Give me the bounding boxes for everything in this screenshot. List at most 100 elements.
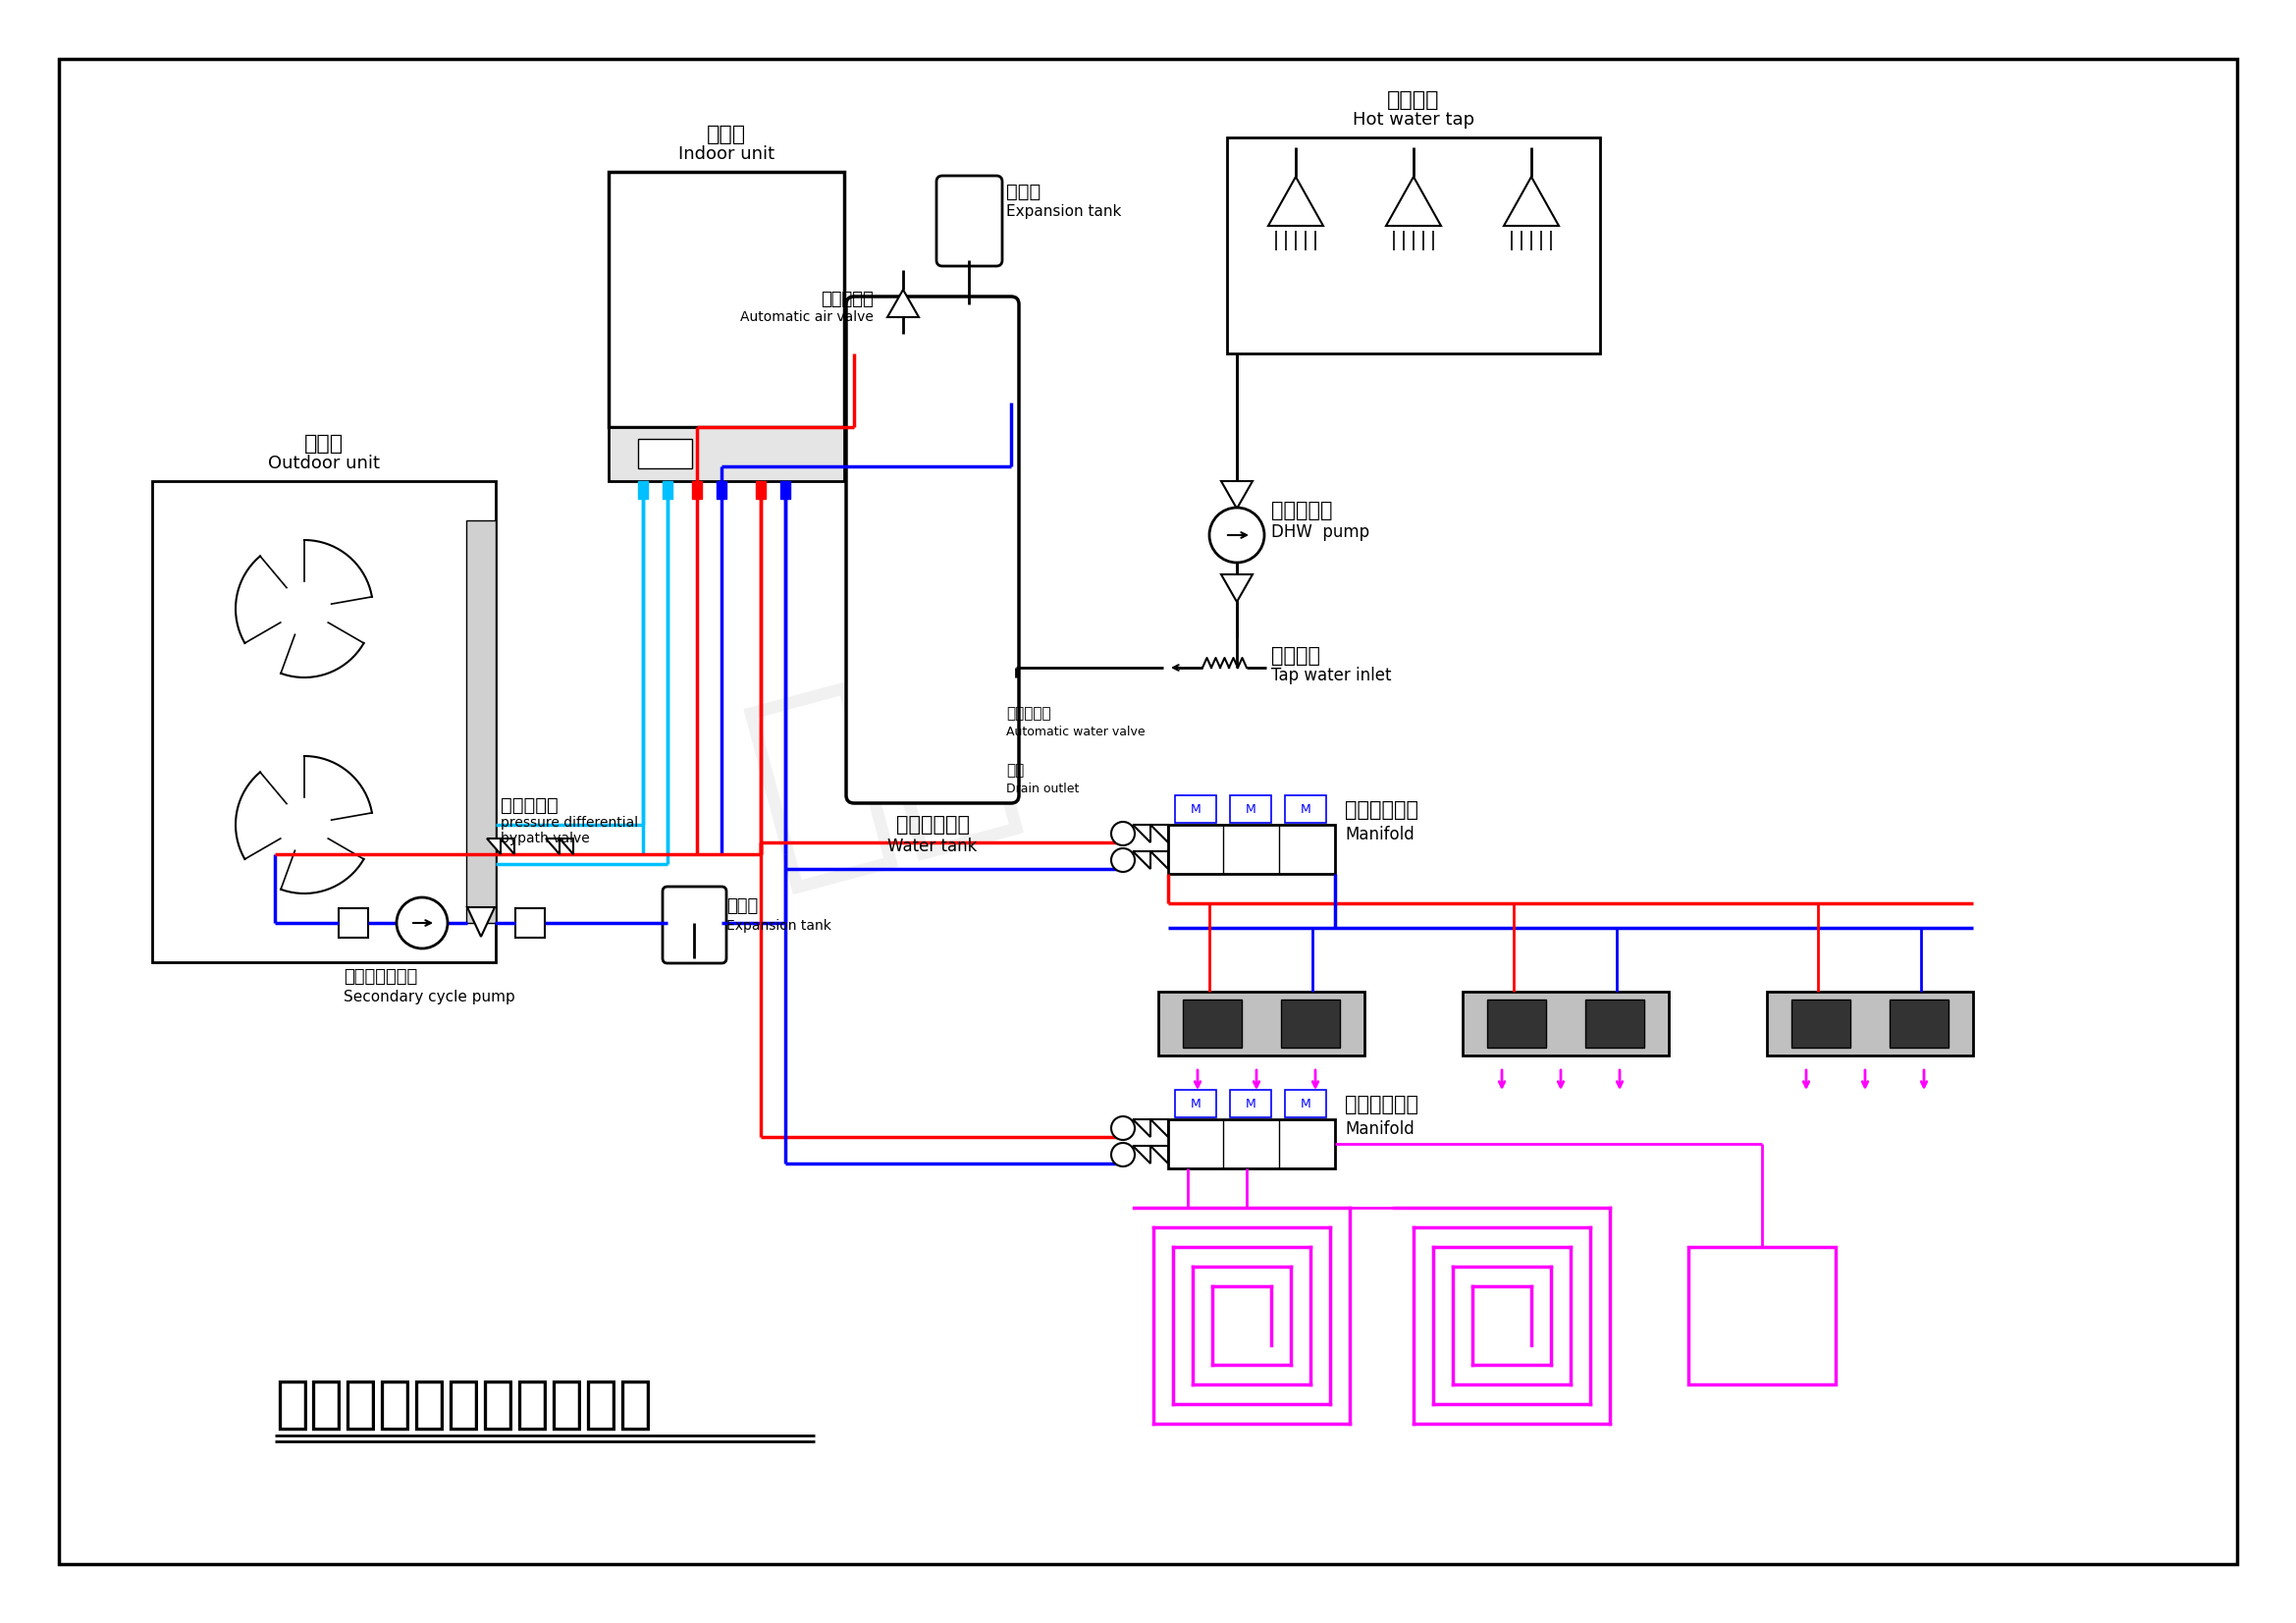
Text: Manifold: Manifold <box>1345 826 1414 844</box>
Bar <box>608 427 845 480</box>
Bar <box>608 172 845 427</box>
Polygon shape <box>1132 824 1150 842</box>
Bar <box>638 438 691 469</box>
Bar <box>781 480 790 498</box>
Text: pressure differential: pressure differential <box>501 816 638 829</box>
Bar <box>466 521 496 923</box>
Polygon shape <box>487 839 501 854</box>
Text: M: M <box>1189 803 1201 815</box>
Polygon shape <box>1221 575 1254 602</box>
Text: M: M <box>1189 1097 1201 1110</box>
Text: 自动补水阀: 自动补水阀 <box>1006 706 1052 721</box>
Text: 空气源热泵三联供系统图: 空气源热泵三联供系统图 <box>276 1376 652 1431</box>
Text: 自来水进: 自来水进 <box>1272 646 1320 665</box>
Text: M: M <box>1300 803 1311 815</box>
Bar <box>1286 1091 1327 1117</box>
Text: Tap water inlet: Tap water inlet <box>1272 667 1391 685</box>
Text: 地暖集分水器: 地暖集分水器 <box>1345 1096 1419 1115</box>
Text: Automatic air valve: Automatic air valve <box>739 310 875 325</box>
Bar <box>638 480 647 498</box>
Text: bypath valve: bypath valve <box>501 831 590 846</box>
Text: M: M <box>1244 1097 1256 1110</box>
Polygon shape <box>1132 1120 1150 1138</box>
Bar <box>664 480 673 498</box>
Polygon shape <box>546 839 560 854</box>
Polygon shape <box>468 907 494 936</box>
Polygon shape <box>1132 852 1150 868</box>
Polygon shape <box>1132 1146 1150 1164</box>
Text: 膨胀罐: 膨胀罐 <box>726 898 758 915</box>
Text: 室外机: 室外机 <box>305 433 344 453</box>
Text: Water tank: Water tank <box>889 837 978 855</box>
Polygon shape <box>1267 177 1322 226</box>
Text: 空调系统二次泵: 空调系统二次泵 <box>344 967 418 985</box>
Text: M: M <box>1300 1097 1311 1110</box>
Polygon shape <box>1150 824 1169 842</box>
Text: Expansion tank: Expansion tank <box>726 919 831 933</box>
Text: 源壹: 源壹 <box>730 630 1038 901</box>
Bar <box>1231 795 1272 823</box>
Bar <box>1488 1000 1545 1047</box>
Bar <box>755 480 765 498</box>
Bar <box>514 909 544 938</box>
Text: Outdoor unit: Outdoor unit <box>269 454 379 472</box>
Bar <box>338 909 367 938</box>
Bar <box>1584 1000 1644 1047</box>
Text: 生活热水泵: 生活热水泵 <box>1272 502 1332 521</box>
Circle shape <box>1111 821 1134 846</box>
Bar <box>691 480 703 498</box>
Circle shape <box>1210 508 1265 563</box>
Bar <box>1890 1000 1949 1047</box>
Text: 生活热水水箱: 生活热水水箱 <box>895 815 969 834</box>
FancyBboxPatch shape <box>937 175 1003 266</box>
Polygon shape <box>1150 1120 1169 1138</box>
Polygon shape <box>1387 177 1442 226</box>
Text: 自动换气阀: 自动换气阀 <box>822 291 875 308</box>
Text: M: M <box>1244 803 1256 815</box>
Polygon shape <box>560 839 574 854</box>
Text: Automatic water valve: Automatic water valve <box>1006 725 1146 738</box>
Text: 热水龙头: 热水龙头 <box>1387 91 1440 110</box>
Text: Manifold: Manifold <box>1345 1120 1414 1138</box>
Text: DHW  pump: DHW pump <box>1272 523 1368 540</box>
Polygon shape <box>1150 852 1169 868</box>
Bar <box>1176 1091 1217 1117</box>
Text: 压差旁通阀: 压差旁通阀 <box>501 795 558 815</box>
Bar <box>1226 138 1600 354</box>
Polygon shape <box>1504 177 1559 226</box>
Text: Expansion tank: Expansion tank <box>1006 204 1120 219</box>
Text: 室内机: 室内机 <box>707 125 746 144</box>
Bar <box>1169 824 1334 873</box>
Polygon shape <box>1221 480 1254 508</box>
Circle shape <box>1111 1143 1134 1167</box>
Text: Drain outlet: Drain outlet <box>1006 782 1079 795</box>
Text: 空调集分水器: 空调集分水器 <box>1345 800 1419 820</box>
FancyBboxPatch shape <box>664 886 726 962</box>
Circle shape <box>397 898 448 948</box>
Text: Indoor unit: Indoor unit <box>677 146 774 162</box>
Polygon shape <box>501 839 514 854</box>
Bar <box>1169 1120 1334 1169</box>
Text: Secondary cycle pump: Secondary cycle pump <box>344 988 514 1005</box>
Bar <box>1791 1000 1851 1047</box>
Bar <box>1463 992 1669 1055</box>
Circle shape <box>1111 849 1134 872</box>
Polygon shape <box>1150 1146 1169 1164</box>
Bar <box>1688 1246 1835 1384</box>
Circle shape <box>735 437 767 471</box>
Text: 排水: 排水 <box>1006 763 1024 777</box>
Bar <box>152 480 496 962</box>
Text: 膨胀罐: 膨胀罐 <box>1006 182 1040 201</box>
Bar <box>1231 1091 1272 1117</box>
Bar <box>1768 992 1972 1055</box>
Polygon shape <box>886 289 918 316</box>
Circle shape <box>1111 1117 1134 1139</box>
Bar <box>1182 1000 1242 1047</box>
Bar <box>1157 992 1364 1055</box>
Text: Hot water tap: Hot water tap <box>1352 110 1474 128</box>
Bar <box>1176 795 1217 823</box>
Bar <box>716 480 726 498</box>
Bar <box>1281 1000 1341 1047</box>
Bar <box>1286 795 1327 823</box>
FancyBboxPatch shape <box>847 297 1019 803</box>
